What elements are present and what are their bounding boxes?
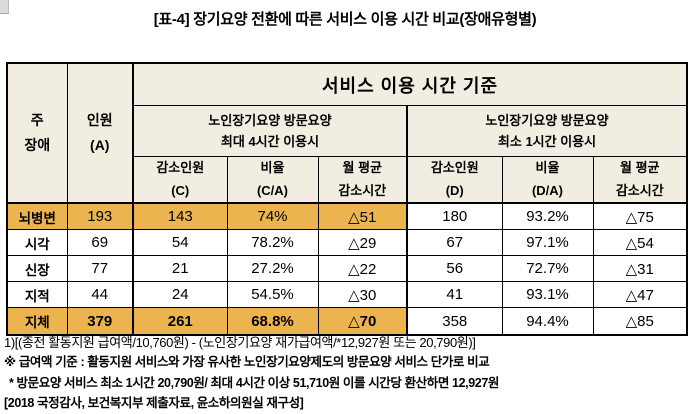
cell-ratio-ca: 74% bbox=[226, 202, 319, 230]
cell-ratio-da: 97.1% bbox=[501, 229, 594, 256]
cell-decrease-d: 358 bbox=[406, 307, 503, 336]
cell-monthly-d: △85 bbox=[592, 307, 688, 336]
scan-corner-artifact bbox=[0, 0, 9, 14]
row-label: 신장 bbox=[6, 255, 68, 282]
header-people-a: 인원 (A) bbox=[66, 62, 134, 204]
header-monthly-avg-c: 월 평균 감소시간 bbox=[317, 156, 408, 204]
footnote-unit-price: * 방문요양 서비스 최소 1시간 20,790원/ 최대 4시간 이상 51,… bbox=[9, 376, 499, 390]
cell-monthly-d: △47 bbox=[592, 281, 688, 308]
row-label: 시각 bbox=[6, 229, 68, 256]
cell-decrease-c: 261 bbox=[132, 307, 228, 336]
cell-monthly-d: △31 bbox=[592, 255, 688, 282]
table-row-visual: 시각 69 54 78.2% △29 67 97.1% △54 bbox=[6, 229, 688, 256]
cell-people-a: 77 bbox=[66, 255, 134, 282]
header-decrease-d: 감소인원 (D) bbox=[406, 156, 503, 204]
cell-monthly-d: △75 bbox=[592, 202, 688, 230]
cell-people-a: 69 bbox=[66, 229, 134, 256]
footnote-source: [2018 국정감사, 보건복지부 제출자료, 윤소하의원실 재구성] bbox=[4, 396, 304, 410]
cell-monthly-c: △70 bbox=[317, 307, 408, 336]
cell-decrease-d: 180 bbox=[406, 202, 503, 230]
row-label: 지체 bbox=[6, 307, 68, 336]
footnote-benefit-basis: ※ 급여액 기준 : 활동지원 서비스와 가장 유사한 노인장기요양제도의 방문… bbox=[4, 355, 490, 369]
header-ratio-da: 비율 (D/A) bbox=[501, 156, 594, 204]
cell-monthly-c: △51 bbox=[317, 202, 408, 230]
table-row-brain-lesion: 뇌병변 193 143 74% △51 180 93.2% △75 bbox=[6, 202, 688, 230]
cell-people-a: 379 bbox=[66, 307, 134, 336]
cell-monthly-c: △22 bbox=[317, 255, 408, 282]
table-row-physical: 지체 379 261 68.8% △70 358 94.4% △85 bbox=[6, 307, 688, 336]
cell-monthly-c: △30 bbox=[317, 281, 408, 308]
header-ratio-ca: 비율 (C/A) bbox=[226, 156, 319, 204]
cell-decrease-c: 54 bbox=[132, 229, 228, 256]
cell-people-a: 44 bbox=[66, 281, 134, 308]
cell-decrease-c: 143 bbox=[132, 202, 228, 230]
cell-ratio-da: 94.4% bbox=[501, 307, 594, 336]
cell-decrease-c: 24 bbox=[132, 281, 228, 308]
header-monthly-avg-d: 월 평균 감소시간 bbox=[592, 156, 688, 204]
cell-decrease-d: 41 bbox=[406, 281, 503, 308]
cell-ratio-da: 93.1% bbox=[501, 281, 594, 308]
cell-people-a: 193 bbox=[66, 202, 134, 230]
cell-decrease-d: 56 bbox=[406, 255, 503, 282]
row-label: 지적 bbox=[6, 281, 68, 308]
cell-ratio-ca: 27.2% bbox=[226, 255, 319, 282]
cell-decrease-c: 21 bbox=[132, 255, 228, 282]
header-group-min-1hr: 노인장기요양 방문요양 최소 1시간 이용시 bbox=[406, 105, 688, 157]
header-service-usage-time: 서비스 이용 시간 기준 bbox=[132, 62, 688, 106]
header-group-max-4hr: 노인장기요양 방문요양 최대 4시간 이용시 bbox=[132, 105, 408, 157]
comparison-table: 주 장애 인원 (A) 서비스 이용 시간 기준 노인장기요양 방문요양 최대 … bbox=[6, 62, 689, 336]
cell-ratio-da: 93.2% bbox=[501, 202, 594, 230]
cell-decrease-d: 67 bbox=[406, 229, 503, 256]
cell-ratio-ca: 78.2% bbox=[226, 229, 319, 256]
cell-ratio-ca: 54.5% bbox=[226, 281, 319, 308]
cell-ratio-da: 72.7% bbox=[501, 255, 594, 282]
page-title: [표-4] 장기요양 전환에 따른 서비스 이용 시간 비교(장애유형별) bbox=[153, 11, 537, 28]
header-main-disability: 주 장애 bbox=[6, 62, 68, 204]
footnote-formula: 1)[(종전 활동지원 급여액/10,760원) - (노인장기요양 재가급여액… bbox=[4, 335, 476, 350]
header-decrease-c: 감소인원 (C) bbox=[132, 156, 228, 204]
table-row-intellectual: 지적 44 24 54.5% △30 41 93.1% △47 bbox=[6, 281, 688, 308]
cell-ratio-ca: 68.8% bbox=[226, 307, 319, 336]
row-label: 뇌병변 bbox=[6, 202, 68, 230]
cell-monthly-d: △54 bbox=[592, 229, 688, 256]
table-row-kidney: 신장 77 21 27.2% △22 56 72.7% △31 bbox=[6, 255, 688, 282]
cell-monthly-c: △29 bbox=[317, 229, 408, 256]
